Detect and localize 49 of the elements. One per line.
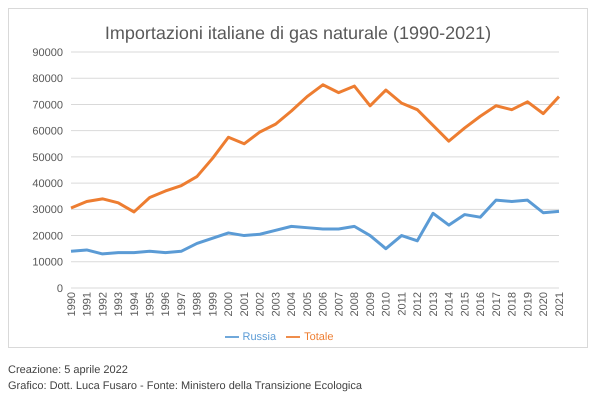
x-tick-label: 1999 bbox=[207, 292, 220, 316]
y-tick-label: 10000 bbox=[32, 256, 63, 269]
y-tick-label: 20000 bbox=[32, 230, 63, 242]
chart-title: Importazioni italiane di gas naturale (1990-2021) bbox=[104, 23, 492, 44]
x-tick-label: 1995 bbox=[144, 292, 157, 316]
x-tick-label: 2016 bbox=[475, 292, 488, 316]
y-tick-label: 30000 bbox=[32, 204, 63, 216]
x-tick-label: 2014 bbox=[444, 292, 456, 316]
y-tick-label: 50000 bbox=[32, 152, 63, 164]
x-tick-label: 2017 bbox=[490, 292, 503, 316]
y-tick-label: 40000 bbox=[32, 178, 63, 190]
y-tick-label: 90000 bbox=[32, 46, 63, 59]
x-tick-label: 2005 bbox=[302, 292, 314, 316]
line-series bbox=[70, 198, 560, 256]
x-tick-label: 2006 bbox=[318, 292, 330, 316]
x-tick-label: 2010 bbox=[380, 292, 393, 316]
x-tick-label: 1990 bbox=[66, 292, 78, 316]
y-tick-label: 80000 bbox=[32, 73, 63, 86]
y-tick-label: 60000 bbox=[32, 126, 63, 138]
x-tick-label: 2019 bbox=[522, 292, 534, 316]
x-tick-label: 2008 bbox=[349, 292, 362, 316]
legend-label: Totale bbox=[304, 330, 334, 343]
x-tick-label: 2000 bbox=[223, 292, 236, 316]
text: Creazione: 5 aprile 2022 bbox=[8, 363, 129, 378]
x-tick-label: 2021 bbox=[554, 292, 566, 316]
x-tick-label: 2018 bbox=[506, 292, 519, 316]
x-tick-label: 1994 bbox=[128, 292, 141, 316]
x-tick-label: 1992 bbox=[97, 292, 110, 316]
text: Grafico: Dott. Luca Fusaro - Fonte: Ministero della Transizione Ecologica bbox=[8, 379, 363, 394]
x-tick-label: 2001 bbox=[238, 292, 251, 316]
x-tick-label: 2003 bbox=[270, 292, 282, 316]
x-tick-label: 1996 bbox=[160, 292, 172, 316]
x-tick-label: 2009 bbox=[364, 292, 377, 316]
y-tick-label: 70000 bbox=[32, 99, 63, 112]
x-tick-label: 1993 bbox=[113, 292, 126, 316]
y-tick-label: 0 bbox=[56, 282, 63, 295]
x-tick-label: 2007 bbox=[333, 292, 346, 316]
x-tick-label: 2015 bbox=[459, 292, 472, 316]
x-tick-label: 1998 bbox=[192, 292, 204, 316]
x-tick-label: 2013 bbox=[428, 292, 440, 316]
x-tick-label: 1991 bbox=[82, 292, 94, 316]
legend-label: Russia bbox=[242, 330, 276, 343]
x-tick-label: 2002 bbox=[254, 292, 267, 316]
line-series bbox=[70, 83, 560, 214]
x-tick-label: 2004 bbox=[286, 292, 298, 316]
x-tick-label: 1997 bbox=[176, 292, 188, 316]
x-tick-label: 2012 bbox=[412, 292, 424, 316]
x-tick-label: 2011 bbox=[396, 292, 408, 316]
x-tick-label: 2020 bbox=[538, 292, 550, 316]
